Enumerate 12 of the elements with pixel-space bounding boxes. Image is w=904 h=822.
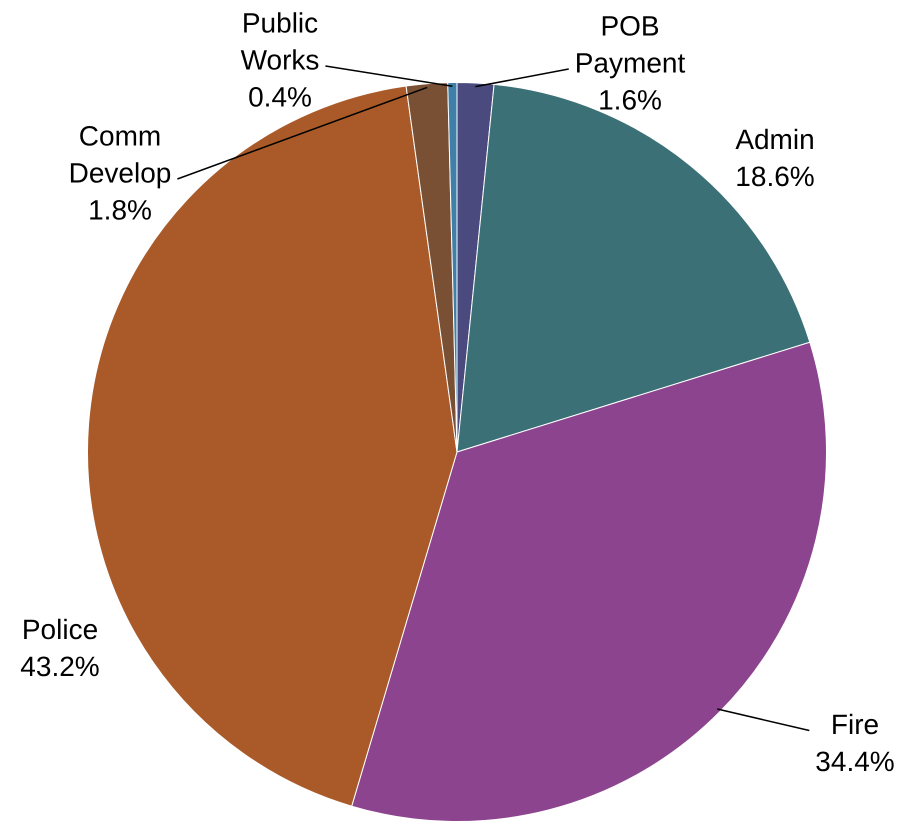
data-label: 34.4% bbox=[815, 746, 895, 778]
data-label: 1.8% bbox=[88, 194, 152, 226]
data-label: 0.4% bbox=[248, 82, 312, 113]
slice-label: Fire bbox=[830, 709, 880, 740]
data-label: 43.2% bbox=[20, 651, 100, 682]
slice-label: Admin bbox=[735, 124, 815, 156]
data-label: 1.6% bbox=[598, 84, 662, 116]
slice-label: Public Works bbox=[240, 8, 320, 76]
slice-label: Police bbox=[22, 614, 98, 646]
data-label: 18.6% bbox=[735, 161, 815, 192]
slice-label: POB Payment bbox=[574, 10, 686, 79]
slice-label: Comm Develop bbox=[68, 120, 172, 189]
